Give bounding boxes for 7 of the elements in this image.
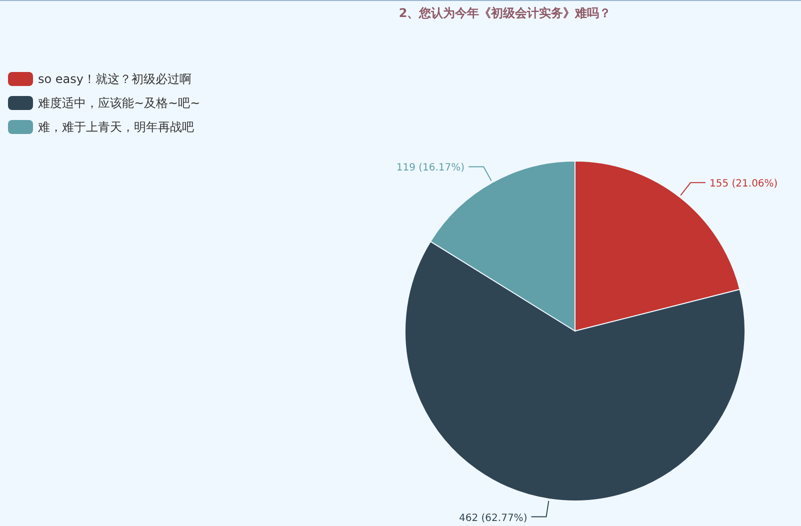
data-label: 119 (16.17%) [396,162,465,174]
data-label: 462 (62.77%) [459,512,528,524]
legend-label: so easy！就这？初级必过啊 [38,72,192,86]
legend-label: 难，难于上青天，明年再战吧 [37,120,194,134]
chart-title: 2、您认为今年《初级会计实务》难吗？ [398,6,612,20]
legend-label: 难度适中，应该能~及格~吧~ [37,96,200,110]
data-label: 155 (21.06%) [710,178,778,190]
